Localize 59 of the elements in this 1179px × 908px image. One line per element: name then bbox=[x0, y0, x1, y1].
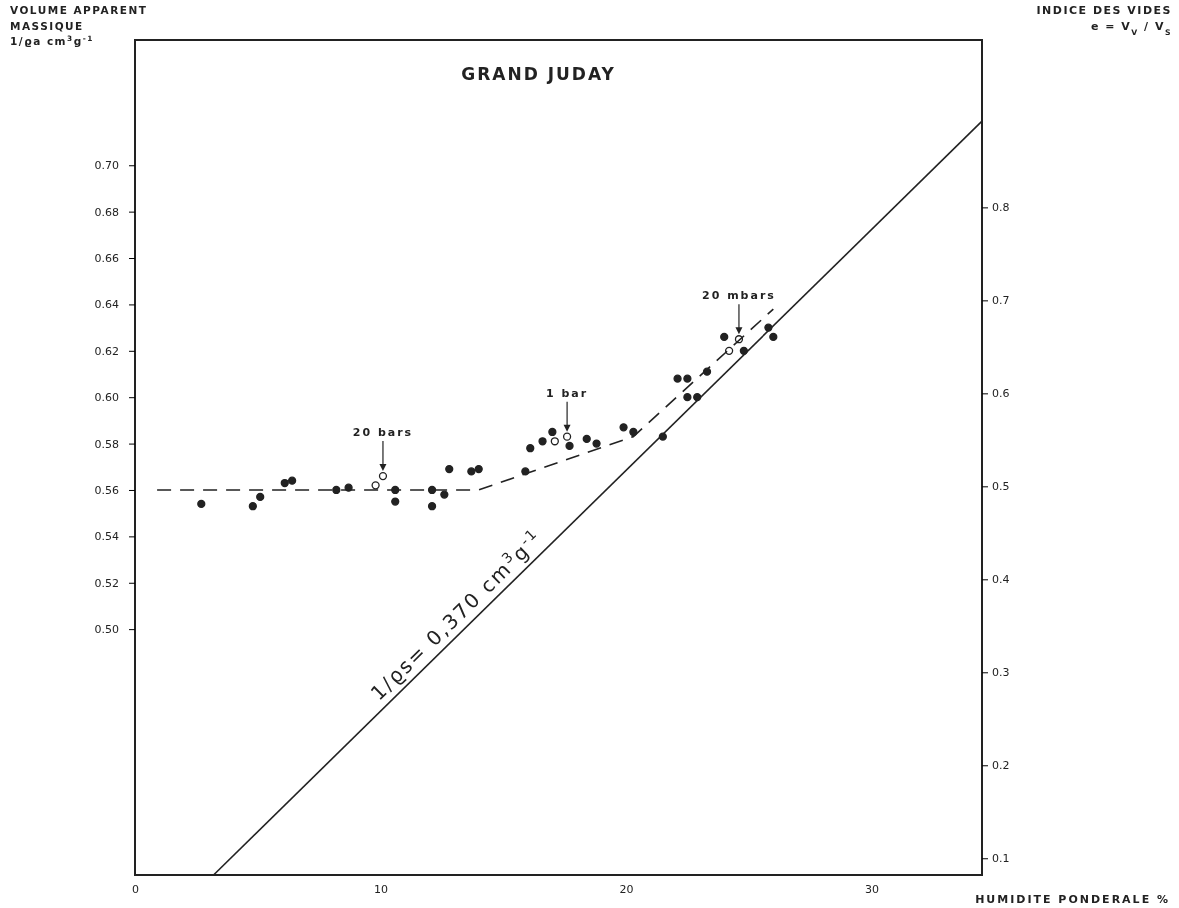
x-tick-label: 30 bbox=[865, 882, 880, 896]
point bbox=[197, 499, 206, 509]
y-tick-label: 0.60 bbox=[94, 391, 119, 405]
y2-tick-label: 0.3 bbox=[992, 666, 1010, 680]
point bbox=[538, 437, 547, 446]
y-tick-label: 0.68 bbox=[94, 205, 119, 219]
point bbox=[720, 332, 729, 342]
y-tick-label: 0.50 bbox=[94, 623, 119, 637]
x-tick-label: 0 bbox=[132, 882, 139, 896]
point bbox=[619, 423, 628, 432]
point bbox=[427, 502, 437, 511]
y-tick-label: 0.64 bbox=[94, 298, 119, 312]
point bbox=[467, 467, 476, 476]
point bbox=[683, 393, 692, 402]
y-tick-label: 0.52 bbox=[94, 576, 119, 590]
point bbox=[288, 476, 297, 485]
point bbox=[378, 471, 388, 481]
point bbox=[683, 374, 692, 383]
y2-tick-label: 0.4 bbox=[992, 573, 1010, 587]
y-tick-label: 0.66 bbox=[94, 252, 119, 266]
point bbox=[474, 464, 483, 474]
x-tick-label: 10 bbox=[374, 882, 389, 896]
y2-tick-label: 0.7 bbox=[992, 294, 1010, 308]
point bbox=[550, 437, 559, 446]
text: GRAND JUDAY bbox=[461, 64, 616, 84]
y2-tick-label: 0.2 bbox=[992, 759, 1010, 773]
annotation: 20 mbars bbox=[702, 289, 776, 303]
point bbox=[548, 427, 557, 437]
point bbox=[562, 432, 572, 441]
y-tick-label: 0.62 bbox=[94, 344, 119, 358]
y2-tick-label: 0.6 bbox=[992, 387, 1010, 401]
y-tick-label: 0.58 bbox=[94, 437, 119, 451]
x-axis-title: HUMIDITE PONDERALE % bbox=[975, 893, 1170, 906]
y2-tick-label: 0.5 bbox=[992, 480, 1010, 494]
y-tick-label: 0.54 bbox=[94, 530, 119, 544]
annotation: 1 bar bbox=[545, 386, 589, 400]
annotation: 20 bars bbox=[352, 426, 414, 440]
y2-tick-label: 0.8 bbox=[992, 201, 1010, 215]
point bbox=[280, 478, 289, 488]
point bbox=[332, 485, 341, 495]
point bbox=[440, 490, 449, 499]
y2-tick-label: 0.1 bbox=[992, 852, 1010, 866]
point bbox=[725, 346, 734, 355]
point bbox=[371, 481, 380, 490]
point bbox=[582, 434, 591, 444]
point bbox=[592, 439, 601, 448]
point bbox=[565, 441, 574, 451]
point bbox=[526, 444, 535, 453]
point bbox=[256, 492, 265, 502]
point bbox=[391, 497, 400, 506]
y-axis-title: VOLUME APPARENT MASSIQUE 1/ϱa cm$^{3}$g$^{-1}$ bbox=[10, 4, 148, 47]
point bbox=[769, 332, 778, 342]
y-tick-label: 0.56 bbox=[94, 483, 119, 497]
point bbox=[248, 502, 257, 511]
point bbox=[673, 374, 682, 383]
point bbox=[445, 464, 454, 474]
x-tick-label: 20 bbox=[619, 882, 634, 896]
y2-axis-title: INDICE DES VIDES e = V$_{V}$ / V$_{S}$ bbox=[1036, 4, 1172, 37]
y-tick-label: 0.70 bbox=[94, 159, 119, 173]
